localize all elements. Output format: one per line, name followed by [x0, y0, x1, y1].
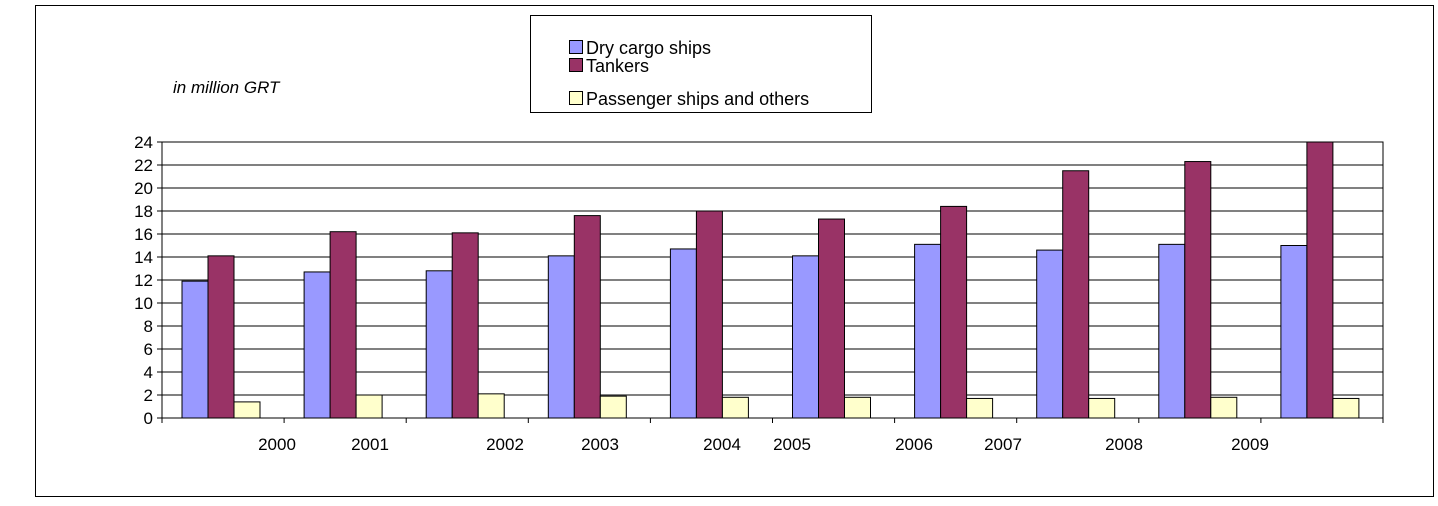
y-tick-label-18: 18	[134, 202, 153, 221]
chart-frame	[35, 5, 1434, 497]
legend-item-dry-cargo: Dry cargo ships	[569, 38, 711, 58]
bar-tankers-2006	[940, 205, 968, 419]
y-tick-label-22: 22	[134, 156, 153, 175]
x-tick-label-2009: 2009	[1231, 435, 1269, 454]
legend-label-passenger: Passenger ships and others	[586, 89, 810, 109]
bar-tankers-2007	[1062, 170, 1090, 419]
bar-tankers-2004	[695, 210, 723, 419]
bar-passenger-ships-and-others-2008	[1210, 396, 1238, 419]
x-tick-label-2003: 2003	[581, 435, 619, 454]
y-tick-label-6: 6	[144, 340, 153, 359]
unit-label: in million GRT	[173, 78, 280, 97]
bar-dry-cargo-ships-2000	[181, 280, 209, 419]
bar-passenger-ships-and-others-2006	[966, 397, 994, 419]
y-tick-label-24: 24	[134, 133, 153, 152]
bar-tankers-2003	[573, 215, 601, 419]
legend-label-tankers: Tankers	[586, 56, 650, 76]
bar-passenger-ships-and-others-2005	[844, 396, 871, 419]
x-tick-label-2001: 2001	[351, 435, 389, 454]
x-tick-label-2000: 2000	[258, 435, 296, 454]
bar-dry-cargo-ships-2007	[1036, 249, 1064, 419]
x-tick-label-2008: 2008	[1105, 435, 1143, 454]
bar-tankers-2005	[818, 218, 845, 419]
bar-dry-cargo-ships-2003	[547, 255, 575, 419]
legend-swatch-tankers	[569, 58, 583, 73]
y-tick-label-14: 14	[134, 248, 153, 267]
legend: Dry cargo ships Tankers Passenger ships …	[530, 15, 872, 113]
bar-dry-cargo-ships-2004	[669, 248, 697, 419]
y-tick-label-4: 4	[144, 363, 153, 382]
bar-tankers-2008	[1184, 161, 1212, 419]
bar-tankers-2009	[1306, 141, 1334, 419]
legend-swatch-dry-cargo	[569, 40, 583, 55]
bar-tankers-2000	[207, 255, 235, 419]
legend-item-passenger: Passenger ships and others	[569, 89, 809, 109]
bar-tankers-2002	[451, 232, 479, 419]
y-tick-label-10: 10	[134, 294, 153, 313]
bar-passenger-ships-and-others-2004	[721, 396, 749, 419]
bar-dry-cargo-ships-2001	[303, 271, 331, 419]
bar-dry-cargo-ships-2009	[1280, 245, 1308, 419]
x-tick-label-2006: 2006	[895, 435, 933, 454]
bar-dry-cargo-ships-2008	[1158, 243, 1186, 419]
legend-swatch-passenger	[569, 91, 583, 106]
bar-tankers-2001	[329, 231, 357, 419]
x-tick-label-2007: 2007	[984, 435, 1022, 454]
bar-passenger-ships-and-others-2002	[477, 393, 505, 419]
x-tick-label-2002: 2002	[486, 435, 524, 454]
y-tick-label-0: 0	[144, 409, 153, 428]
y-tick-label-2: 2	[144, 386, 153, 405]
x-tick-label-2004: 2004	[703, 435, 741, 454]
x-tick-label-2005: 2005	[773, 435, 811, 454]
bar-passenger-ships-and-others-2003	[599, 395, 627, 419]
bar-passenger-ships-and-others-2009	[1332, 397, 1360, 419]
bar-passenger-ships-and-others-2007	[1088, 397, 1116, 419]
bar-dry-cargo-ships-2005	[792, 255, 819, 419]
y-tick-label-16: 16	[134, 225, 153, 244]
y-tick-label-8: 8	[144, 317, 153, 336]
bar-dry-cargo-ships-2006	[914, 243, 942, 419]
bar-dry-cargo-ships-2002	[425, 270, 453, 419]
legend-item-tankers: Tankers	[569, 56, 649, 76]
y-tick-label-12: 12	[134, 271, 153, 290]
y-tick-label-20: 20	[134, 179, 153, 198]
bar-passenger-ships-and-others-2000	[233, 401, 261, 419]
bar-passenger-ships-and-others-2001	[355, 394, 383, 419]
legend-label-dry-cargo: Dry cargo ships	[586, 38, 712, 58]
